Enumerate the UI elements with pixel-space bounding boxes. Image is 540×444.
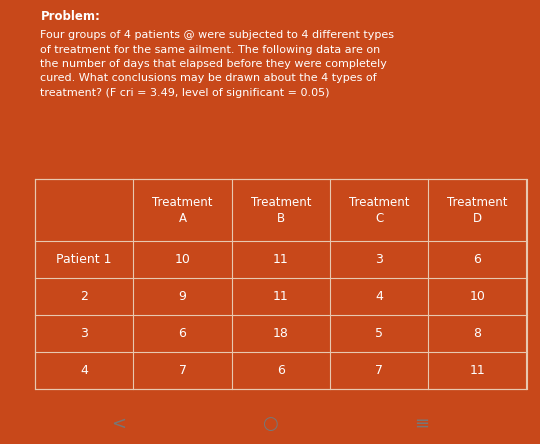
- Text: Treatment
C: Treatment C: [349, 195, 409, 225]
- Text: 18: 18: [273, 327, 289, 340]
- Text: 11: 11: [273, 290, 289, 303]
- Text: Treatment
A: Treatment A: [152, 195, 213, 225]
- Text: 6: 6: [474, 253, 481, 266]
- Text: 9: 9: [179, 290, 186, 303]
- Text: 4: 4: [80, 364, 88, 377]
- Text: 11: 11: [273, 253, 289, 266]
- Text: ○: ○: [262, 415, 278, 432]
- Text: 7: 7: [375, 364, 383, 377]
- Text: 5: 5: [375, 327, 383, 340]
- Text: Problem:: Problem:: [40, 10, 100, 23]
- Text: 6: 6: [179, 327, 186, 340]
- Text: 6: 6: [277, 364, 285, 377]
- Text: 8: 8: [474, 327, 481, 340]
- Text: Four groups of 4 patients @ were subjected to 4 different types
of treatment for: Four groups of 4 patients @ were subject…: [40, 30, 395, 98]
- Text: 11: 11: [469, 364, 485, 377]
- Text: 7: 7: [179, 364, 186, 377]
- Text: 4: 4: [375, 290, 383, 303]
- Text: 10: 10: [174, 253, 191, 266]
- Text: Treatment
D: Treatment D: [447, 195, 508, 225]
- Text: 2: 2: [80, 290, 88, 303]
- Text: ≡: ≡: [414, 415, 429, 432]
- Text: 3: 3: [80, 327, 88, 340]
- Text: 3: 3: [375, 253, 383, 266]
- Bar: [35, 179, 526, 389]
- Text: Treatment
B: Treatment B: [251, 195, 311, 225]
- Text: Patient 1: Patient 1: [57, 253, 112, 266]
- Text: <: <: [111, 415, 126, 432]
- Text: 10: 10: [469, 290, 485, 303]
